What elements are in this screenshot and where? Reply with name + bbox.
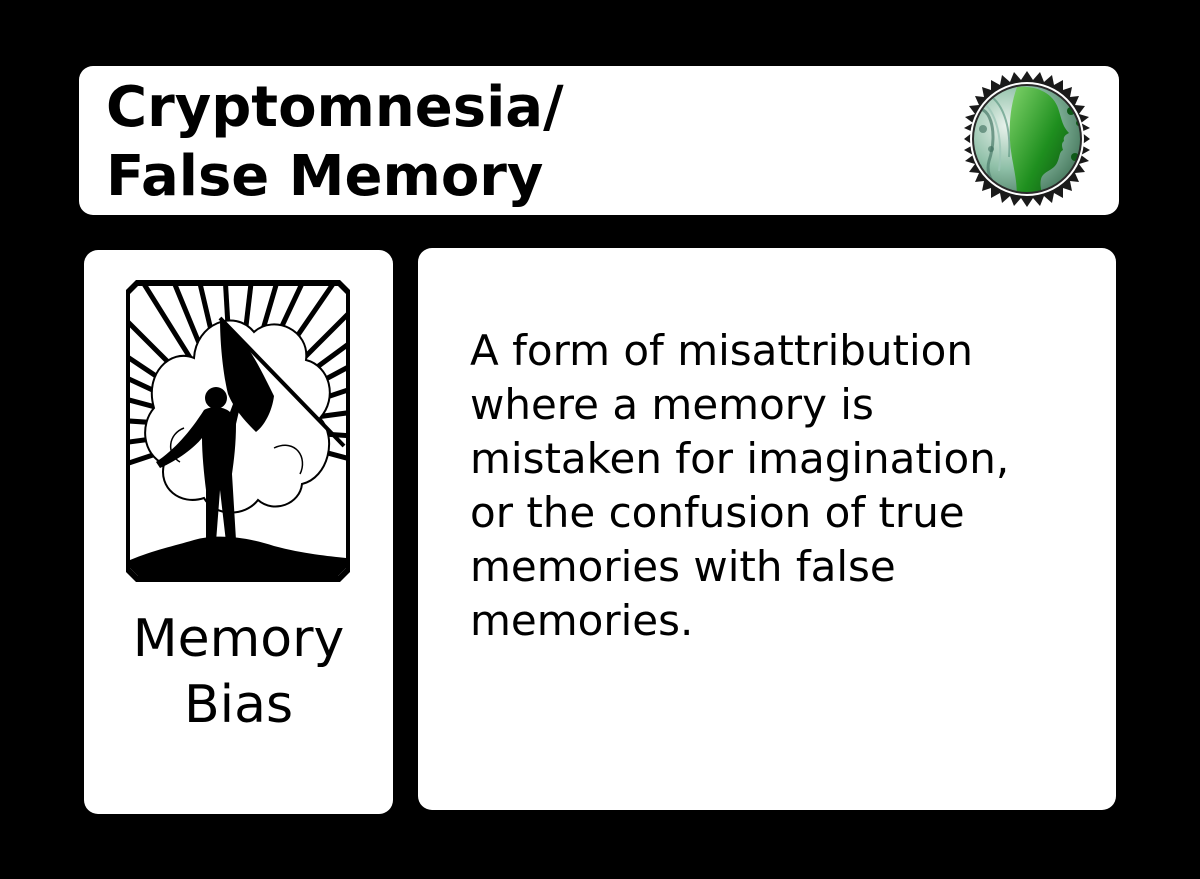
description-line-6: memories. <box>470 596 694 645</box>
title-card: Cryptomnesia/ False Memory <box>79 66 1119 215</box>
description-line-1: A form of misattribution <box>470 326 973 375</box>
green-woman-profile-seal-icon <box>964 71 1090 207</box>
flag-bearer-silhouette-icon <box>126 280 350 582</box>
description-card: A form of misattribution where a memory … <box>418 248 1116 810</box>
title-line-1: Cryptomnesia/ <box>106 75 564 140</box>
description-line-5: memories with false <box>470 542 896 591</box>
category-label-line-1: Memory <box>132 609 345 669</box>
category-label-line-2: Bias <box>183 675 294 735</box>
category-card: Memory Bias <box>84 250 393 814</box>
description-line-4: or the confusion of true <box>470 488 965 537</box>
title-line-2: False Memory <box>106 144 544 209</box>
description-line-2: where a memory is <box>470 380 874 429</box>
description-line-3: mistaken for imagination, <box>470 434 1010 483</box>
